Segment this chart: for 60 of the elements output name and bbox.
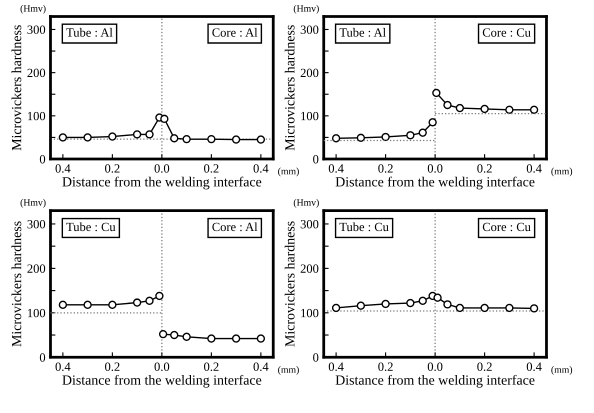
text: (mm): [551, 366, 572, 375]
y-tick-label: 200: [27, 264, 46, 273]
annotation: Core : Al: [212, 28, 258, 37]
x-tick-label: 0.4: [526, 362, 542, 371]
text: (mm): [551, 168, 572, 176]
x-tick-label: 0.2: [477, 362, 492, 371]
y-axis-title: Microvickers hardness: [284, 221, 295, 347]
y-tick-label: 200: [300, 68, 318, 78]
annotation: Tube : Al: [66, 28, 113, 37]
y-tick-label: 0: [313, 155, 318, 164]
text: (Hmv): [294, 198, 319, 208]
x-tick-label: 0.0: [154, 362, 170, 371]
x-tick-label: 0.4: [328, 362, 344, 371]
x-tick-label: 0.2: [378, 164, 393, 173]
y-tick-label: 0: [313, 353, 318, 362]
y-tick-label: 300: [300, 26, 318, 34]
x-tick-label: 0.4: [526, 164, 542, 173]
y-tick-label: 300: [27, 220, 46, 228]
y-tick-label: 300: [300, 220, 318, 228]
x-tick-label: 0.4: [254, 362, 268, 371]
x-tick-label: 0.0: [154, 164, 170, 173]
x-tick-label: 0.4: [56, 164, 70, 173]
x-tick-label: 0.2: [378, 362, 393, 371]
x-tick-label: 0.2: [204, 362, 218, 371]
x-tick-label: 0.2: [105, 362, 120, 371]
y-tick-label: 200: [27, 68, 46, 78]
annotation: Core : Cu: [482, 222, 531, 232]
y-tick-label: 0: [40, 155, 46, 164]
y-tick-label: 100: [301, 112, 318, 120]
x-axis-title: Distance from the welding interface: [336, 176, 535, 190]
y-axis-title: Microvickers hardness: [12, 221, 22, 347]
y-tick-label: 100: [28, 112, 46, 120]
text: (mm): [278, 168, 299, 176]
annotation: Tube : Cu: [66, 222, 116, 232]
annotation: Core : Cu: [482, 28, 531, 37]
annotation: Tube : Al: [340, 28, 386, 37]
y-axis-title: Microvickers hardness: [284, 25, 295, 150]
x-axis-title: Distance from the welding interface: [62, 374, 262, 388]
x-axis-title: Distance from the welding interface: [62, 176, 262, 190]
y-tick-label: 0: [40, 353, 46, 362]
y-tick-label: 100: [28, 308, 46, 318]
y-tick-label: 200: [300, 264, 318, 273]
x-tick-label: 0.4: [254, 164, 268, 173]
text: (mm): [278, 366, 299, 375]
y-tick-label: 300: [27, 26, 46, 34]
x-tick-label: 0.2: [105, 164, 120, 173]
text: (Hmv): [20, 198, 46, 208]
annotation: Tube : Cu: [340, 222, 389, 232]
x-tick-label: 0.2: [204, 164, 218, 173]
annotation: Core : Al: [212, 222, 258, 232]
y-tick-label: 100: [301, 308, 318, 318]
text: (Hmv): [20, 4, 46, 14]
x-tick-label: 0.4: [328, 164, 344, 173]
x-axis-title: Distance from the welding interface: [336, 374, 535, 388]
x-tick-label: 0.2: [477, 164, 492, 173]
x-tick-label: 0.0: [428, 164, 442, 173]
x-tick-label: 0.4: [56, 362, 70, 371]
x-tick-label: 0.0: [428, 362, 442, 371]
text: (Hmv): [294, 4, 319, 14]
y-axis-title: Microvickers hardness: [12, 25, 22, 150]
